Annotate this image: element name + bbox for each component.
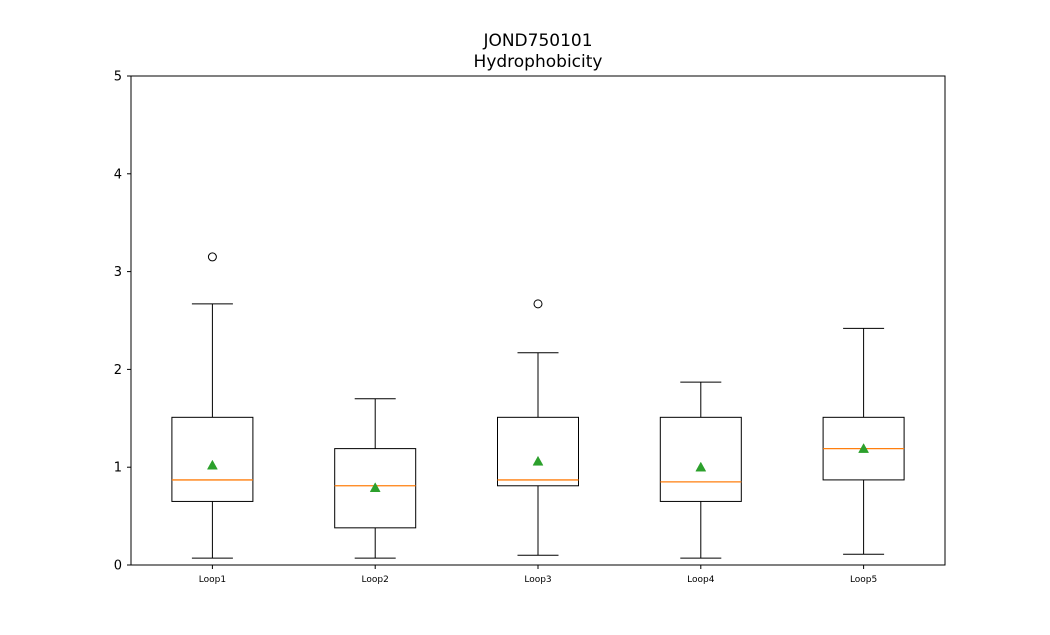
- y-tick-label: 4: [114, 167, 122, 182]
- mean-marker: [858, 443, 870, 453]
- plot-frame: [130, 75, 946, 566]
- box: [171, 416, 254, 502]
- chart-title: JOND750101: [483, 31, 593, 51]
- chart-subtitle: Hydrophobicity: [473, 52, 603, 72]
- y-tick-label: 2: [114, 363, 122, 378]
- mean-marker: [369, 482, 381, 492]
- outlier-point: [207, 252, 217, 262]
- mean-marker: [532, 455, 544, 466]
- y-tick-label: 5: [114, 70, 122, 85]
- box: [659, 416, 742, 502]
- x-tick-label: Loop4: [687, 575, 715, 585]
- outlier-point: [533, 299, 543, 309]
- x-tick-label: Loop3: [524, 575, 551, 585]
- x-tick-label: Loop1: [199, 575, 226, 585]
- box: [497, 416, 579, 487]
- mean-marker: [206, 459, 218, 470]
- mean-marker: [695, 461, 707, 472]
- x-tick-label: Loop5: [850, 575, 877, 585]
- y-tick-label: 0: [114, 559, 122, 574]
- x-tick-label: Loop2: [362, 575, 389, 585]
- y-tick-label: 1: [114, 461, 122, 476]
- box: [334, 448, 417, 529]
- y-tick-label: 3: [114, 265, 122, 280]
